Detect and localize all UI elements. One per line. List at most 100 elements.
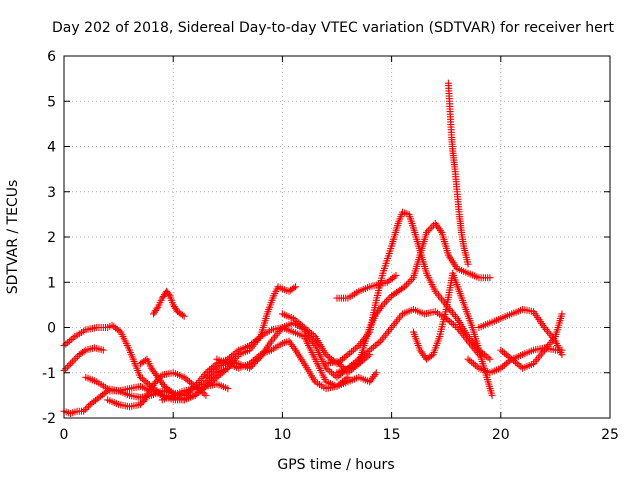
data-point <box>364 348 372 356</box>
y-tick-label: 2 <box>47 230 56 246</box>
series-sat-q <box>444 79 472 268</box>
x-tick-label: 10 <box>273 427 291 443</box>
data-point <box>428 223 436 231</box>
data-point <box>62 340 70 348</box>
y-tick-label: 0 <box>47 321 56 337</box>
data-point <box>335 359 343 367</box>
y-axis-label: SDTVAR / TECUs <box>5 180 21 295</box>
series-sat-r <box>475 305 566 359</box>
data-point <box>72 354 80 362</box>
data-point <box>399 284 407 292</box>
data-point <box>357 354 365 362</box>
data-point <box>373 340 381 348</box>
data-point <box>464 355 472 363</box>
data-point <box>344 351 352 359</box>
data-point <box>506 354 514 362</box>
data-point <box>153 305 161 313</box>
data-point <box>68 358 76 366</box>
data-point <box>471 361 479 369</box>
data-point <box>202 391 210 399</box>
data-point <box>333 357 341 365</box>
data-point <box>65 361 73 369</box>
data-point <box>62 365 70 373</box>
y-tick-label: 1 <box>47 275 56 291</box>
series-sat-o <box>333 271 400 302</box>
data-point <box>486 274 494 282</box>
data-point <box>482 352 490 360</box>
data-point <box>497 346 505 354</box>
data-point <box>136 400 144 408</box>
x-tick-label: 0 <box>60 427 69 443</box>
y-tick-label: -2 <box>42 411 56 427</box>
series-sat-g <box>150 287 188 320</box>
data-point <box>67 360 75 368</box>
data-point <box>513 360 521 368</box>
data-point <box>500 361 508 369</box>
data-point <box>224 385 232 393</box>
x-tick-label: 15 <box>383 427 401 443</box>
series-sat-t <box>497 310 566 372</box>
data-point <box>180 312 188 320</box>
data-point <box>85 402 93 410</box>
data-point <box>368 345 376 353</box>
x-tick-label: 5 <box>169 427 178 443</box>
data-point <box>468 358 476 366</box>
data-point <box>351 345 359 353</box>
data-point <box>336 361 344 369</box>
data-point <box>484 354 492 362</box>
data-point <box>178 311 186 319</box>
data-point <box>200 390 208 398</box>
data-point <box>381 299 389 307</box>
x-tick-label: 20 <box>492 427 510 443</box>
data-point <box>502 360 510 368</box>
data-point <box>382 297 390 305</box>
data-point <box>165 290 173 298</box>
data-point <box>80 407 88 415</box>
data-point <box>558 310 566 318</box>
data-point <box>138 399 146 407</box>
y-tick-label: 6 <box>47 49 56 65</box>
data-point <box>451 322 459 330</box>
data-point <box>80 347 88 355</box>
data-point <box>204 372 212 380</box>
data-point <box>504 358 512 366</box>
y-tick-label: -1 <box>42 366 56 382</box>
data-point <box>324 352 332 360</box>
data-point <box>139 397 147 405</box>
data-point <box>64 339 72 347</box>
data-point <box>326 367 334 375</box>
data-point <box>466 357 474 365</box>
data-point <box>290 284 298 292</box>
data-point <box>348 348 356 356</box>
data-point <box>140 376 148 384</box>
data-point <box>292 283 300 291</box>
data-point <box>558 346 566 354</box>
data-point <box>502 351 510 359</box>
data-point <box>366 346 374 354</box>
x-axis-label: GPS time / hours <box>277 457 394 473</box>
data-point <box>198 388 206 396</box>
data-point <box>464 260 472 268</box>
data-point <box>406 277 414 285</box>
data-point <box>470 360 477 368</box>
data-point <box>404 279 412 287</box>
data-point <box>448 319 456 327</box>
data-point <box>70 356 78 364</box>
data-point <box>340 354 348 362</box>
data-point <box>349 346 357 354</box>
data-point <box>353 343 361 351</box>
data-point <box>142 378 150 386</box>
data-point <box>371 342 379 350</box>
data-point <box>446 317 454 325</box>
data-point <box>67 336 75 344</box>
data-point <box>186 378 194 386</box>
series-sat-m <box>322 219 494 377</box>
data-point <box>346 349 354 357</box>
data-point <box>488 391 496 399</box>
data-point <box>209 367 217 375</box>
data-point <box>486 355 494 363</box>
chart-title: Day 202 of 2018, Sidereal Day-to-day VTE… <box>52 20 614 36</box>
data-point <box>184 376 192 384</box>
data-point <box>83 404 91 412</box>
